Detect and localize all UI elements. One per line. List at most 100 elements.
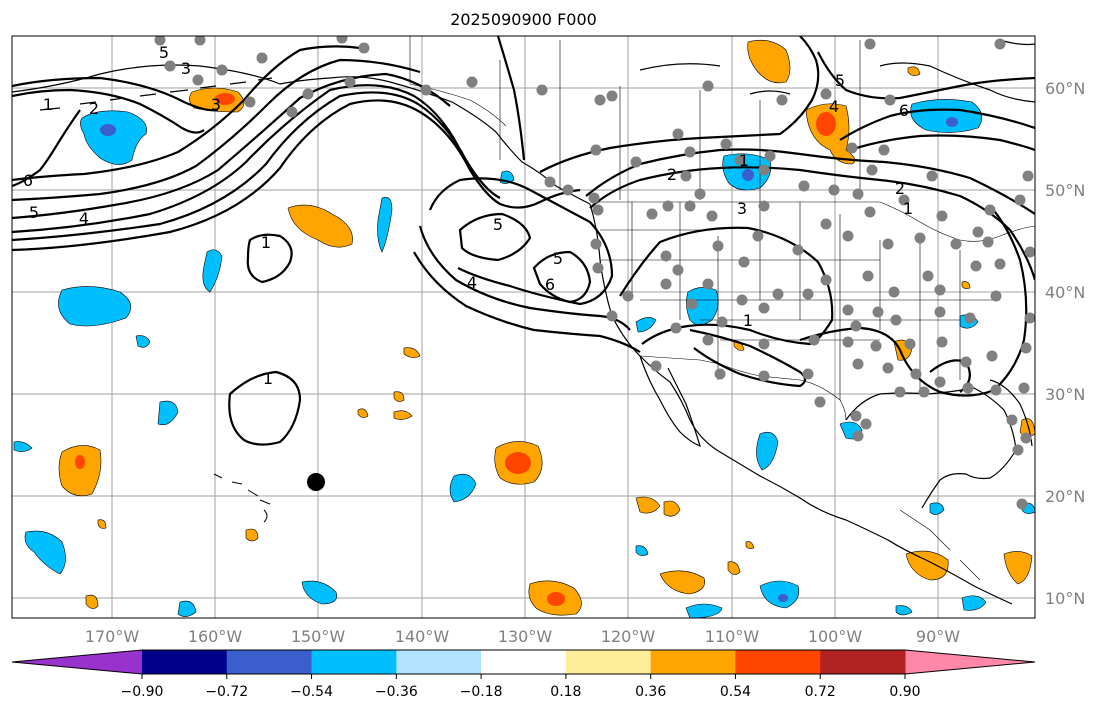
contour-label: 2	[895, 179, 905, 198]
station-dot	[842, 336, 854, 348]
negative-anomaly-area	[910, 99, 983, 133]
station-dot	[302, 88, 314, 100]
us-mexico-border	[639, 355, 847, 421]
contour-label: 1	[43, 95, 53, 114]
station-dot	[706, 210, 718, 222]
colorbar-segment	[735, 650, 821, 674]
longitude-label: 130°W	[498, 627, 553, 646]
contour-line	[849, 134, 1035, 152]
contour-label: 3	[211, 95, 221, 114]
station-dot	[814, 396, 826, 408]
station-dot	[1020, 342, 1032, 354]
positive-anomaly-area	[287, 204, 353, 248]
station-dot	[884, 94, 896, 106]
negative-anomaly-core	[100, 124, 116, 136]
station-dot	[994, 258, 1006, 270]
colorbar-tick-label: −0.18	[460, 684, 503, 700]
station-dot	[622, 290, 634, 302]
positive-anomaly-area	[85, 594, 99, 609]
negative-anomaly-area	[202, 249, 223, 293]
station-dot	[890, 314, 902, 326]
station-dot	[336, 36, 348, 44]
contour-line	[12, 99, 581, 252]
station-dot	[734, 154, 746, 166]
station-dot	[776, 94, 788, 106]
station-dot	[962, 382, 974, 394]
station-dot	[934, 306, 946, 318]
station-dot	[926, 170, 938, 182]
station-dot	[798, 180, 810, 192]
station-dot	[990, 384, 1002, 396]
colorbar-segment	[226, 650, 313, 674]
station-dot	[592, 204, 604, 216]
contour-label: 4	[467, 273, 477, 292]
contour-line	[458, 212, 532, 262]
colorbar-tick-labels: −0.90 −0.72 −0.54 −0.36 −0.18 0.18 0.36 0.54 0.7…	[121, 684, 921, 700]
colorbar-segment	[650, 650, 736, 674]
negative-anomaly-area	[635, 545, 649, 556]
station-dot	[686, 298, 698, 310]
station-dot	[344, 76, 356, 88]
station-dot	[864, 38, 876, 50]
station-dot	[646, 208, 658, 220]
station-dot	[684, 200, 696, 212]
station-dot	[670, 322, 682, 334]
station-dot	[154, 36, 166, 46]
colorbar-tick-label: 0.36	[635, 684, 666, 700]
positive-anomaly-core	[215, 93, 235, 105]
station-dot	[894, 386, 906, 398]
station-dot	[888, 286, 900, 298]
station-dot	[850, 320, 862, 332]
station-dot	[870, 340, 882, 352]
positive-anomaly-area	[97, 519, 107, 529]
station-dot	[982, 236, 994, 248]
station-dot	[936, 336, 948, 348]
contour-label: 1	[261, 233, 271, 252]
station-dot	[758, 302, 770, 314]
contour-label: 1	[903, 199, 913, 218]
contour-line	[12, 45, 361, 182]
colorbar-tick-label: 0.90	[889, 684, 920, 700]
contour-labels: 1 2 3 3 5 6 5 4 1 1 1 2 3 4 5 6 5 6 5 4 …	[23, 43, 913, 388]
contour-label: 5	[29, 203, 39, 222]
latitude-label: 50°N	[1045, 181, 1085, 200]
positive-anomaly-core	[816, 112, 836, 136]
station-dot	[544, 176, 556, 188]
station-dot	[192, 74, 204, 86]
negative-anomaly-area	[635, 317, 657, 333]
negative-anomaly-area	[895, 605, 913, 616]
station-dot	[852, 430, 864, 442]
map-area: 1 2 3 3 5 6 5 4 1 1 1 2 3 4 5 6 5 6 5 4 …	[12, 36, 1035, 618]
station-dot	[772, 288, 784, 300]
contour-line	[799, 205, 1028, 397]
station-dot	[1016, 498, 1028, 510]
colorbar-tick-label: −0.54	[290, 684, 333, 700]
longitude-label: 90°W	[916, 627, 960, 646]
station-dot	[922, 270, 934, 282]
negative-anomaly-core	[946, 117, 958, 127]
station-dot	[986, 350, 998, 362]
longitude-label: 140°W	[395, 627, 450, 646]
alaska-coast	[12, 64, 591, 205]
negative-anomaly-area	[24, 530, 66, 575]
negative-anomaly-core	[742, 169, 754, 181]
station-dot	[820, 88, 832, 100]
contour-label: 5	[493, 215, 503, 234]
station-dot	[1024, 246, 1035, 258]
longitude-label: 160°W	[188, 627, 243, 646]
contour-line	[12, 72, 451, 220]
positive-anomaly-area	[727, 561, 741, 575]
station-dot	[960, 356, 972, 368]
latitude-label: 20°N	[1045, 487, 1085, 506]
station-dot	[972, 226, 984, 238]
contour-line	[228, 370, 302, 446]
hudson-bay-coast	[879, 62, 1035, 103]
colorbar-tick-label: −0.90	[121, 684, 164, 700]
positive-anomaly-area	[1003, 551, 1033, 585]
canada-province-lines	[499, 40, 861, 202]
contour-line	[12, 109, 81, 188]
contour-line	[12, 76, 219, 112]
station-dot	[630, 156, 642, 168]
station-dot	[594, 94, 606, 106]
positive-anomaly-area	[357, 408, 369, 418]
